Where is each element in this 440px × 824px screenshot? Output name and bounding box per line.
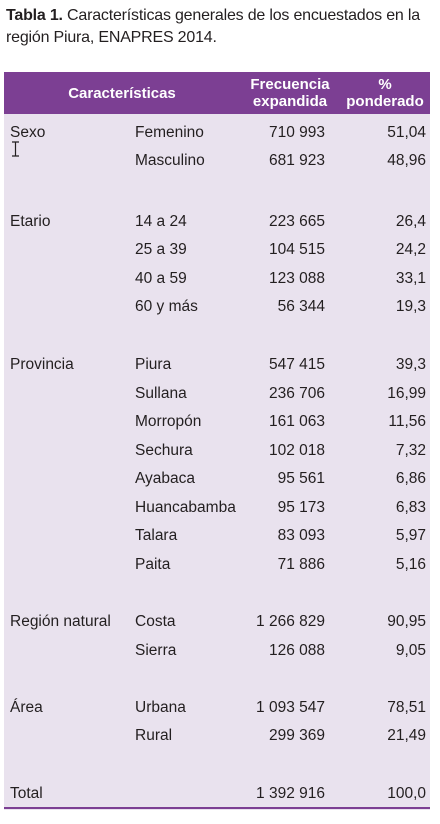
table-row: Sechura 102 018 7,32 xyxy=(4,439,430,463)
row-label: 25 a 39 xyxy=(135,241,187,258)
row-percent: 24,2 xyxy=(395,241,426,258)
row-group: Región natural xyxy=(10,613,111,630)
row-frequency: 236 706 xyxy=(268,385,325,402)
table-row: 40 a 59 123 088 33,1 xyxy=(4,267,430,291)
row-frequency: 56 344 xyxy=(277,298,325,315)
row-percent: 5,97 xyxy=(395,527,426,544)
row-group: Provincia xyxy=(10,356,74,373)
table-row: Talara 83 093 5,97 xyxy=(4,524,430,548)
table-row: Sierra 126 088 9,05 xyxy=(4,639,430,663)
row-frequency: 547 415 xyxy=(268,356,325,373)
row-frequency: 1 093 547 xyxy=(256,699,325,716)
row-label: Piura xyxy=(135,356,172,373)
row-percent: 7,32 xyxy=(395,442,426,459)
row-frequency: 681 923 xyxy=(268,152,325,169)
row-percent: 78,51 xyxy=(387,699,426,716)
row-label: Urbana xyxy=(135,699,186,716)
row-percent: 9,05 xyxy=(395,642,426,659)
table-header: Características Frecuencia expandida % p… xyxy=(4,72,430,114)
row-label: 60 y más xyxy=(135,298,198,315)
table-row: Sexo Femenino 710 993 51,04 xyxy=(4,121,430,145)
row-frequency: 223 665 xyxy=(268,213,325,230)
row-percent: 11,56 xyxy=(388,413,426,430)
row-label: Rural xyxy=(135,727,173,744)
row-percent: 5,16 xyxy=(395,556,426,573)
table-row: Huancabamba 95 173 6,83 xyxy=(4,496,430,520)
table-row: Etario 14 a 24 223 665 26,4 xyxy=(4,210,430,234)
row-percent: 21,49 xyxy=(387,727,426,744)
bottom-rule xyxy=(4,807,430,809)
row-group: Sexo xyxy=(10,124,46,141)
table-row: Área Urbana 1 093 547 78,51 xyxy=(4,696,430,720)
table-row: Rural 299 369 21,49 xyxy=(4,724,430,748)
row-percent: 100,0 xyxy=(387,785,426,802)
table-body: Sexo Femenino 710 993 51,04 Masculino 681 923… xyxy=(4,114,430,810)
row-frequency: 161 063 xyxy=(268,413,325,430)
row-group: Área xyxy=(10,699,43,716)
row-group: Total xyxy=(10,785,43,802)
table-row: Masculino 681 923 48,96 xyxy=(4,149,430,173)
row-frequency: 710 993 xyxy=(268,124,325,141)
row-frequency: 123 088 xyxy=(268,270,325,287)
row-percent: 90,95 xyxy=(387,613,426,630)
row-label: Paita xyxy=(135,556,171,573)
table-row: Ayabaca 95 561 6,86 xyxy=(4,467,430,491)
row-frequency: 95 561 xyxy=(277,470,325,487)
data-table: Características Frecuencia expandida % p… xyxy=(4,72,430,810)
row-label: 40 a 59 xyxy=(135,270,187,287)
table-row: Paita 71 886 5,16 xyxy=(4,553,430,577)
table-row: 25 a 39 104 515 24,2 xyxy=(4,238,430,262)
row-frequency: 1 392 916 xyxy=(256,785,325,802)
row-frequency: 1 266 829 xyxy=(256,613,325,630)
row-frequency: 95 173 xyxy=(277,499,325,516)
row-label: Costa xyxy=(135,613,176,630)
row-percent: 6,86 xyxy=(395,470,426,487)
row-label: 14 a 24 xyxy=(135,213,187,230)
row-label: Sierra xyxy=(135,642,177,659)
text-cursor-icon xyxy=(12,141,19,157)
row-label: Ayabaca xyxy=(135,470,196,487)
row-label: Sullana xyxy=(135,385,187,402)
table-row: Región natural Costa 1 266 829 90,95 xyxy=(4,610,430,634)
row-frequency: 83 093 xyxy=(277,527,325,544)
table-row: Provincia Piura 547 415 39,3 xyxy=(4,353,430,377)
table-row: Morropón 161 063 11,56 xyxy=(4,410,430,434)
row-percent: 16,99 xyxy=(387,385,426,402)
header-characteristics: Características xyxy=(68,84,176,102)
header-frequency: Frecuencia expandida xyxy=(250,76,330,110)
row-percent: 6,83 xyxy=(395,499,426,516)
row-label: Femenino xyxy=(135,124,204,141)
header-weighted: % ponderado xyxy=(346,76,424,110)
row-label: Morropón xyxy=(135,413,202,430)
row-frequency: 104 515 xyxy=(268,241,325,258)
table-row: Total 1 392 916 100,0 xyxy=(4,782,430,806)
row-percent: 39,3 xyxy=(395,356,426,373)
table-row: 60 y más 56 344 19,3 xyxy=(4,295,430,319)
caption-lead: Tabla 1. xyxy=(6,7,63,24)
row-percent: 19,3 xyxy=(395,298,426,315)
row-frequency: 102 018 xyxy=(268,442,325,459)
row-group: Etario xyxy=(10,213,51,230)
table-row: Sullana 236 706 16,99 xyxy=(4,382,430,406)
row-percent: 51,04 xyxy=(387,124,426,141)
row-frequency: 299 369 xyxy=(268,727,325,744)
row-percent: 48,96 xyxy=(387,152,426,169)
row-frequency: 71 886 xyxy=(277,556,325,573)
row-percent: 33,1 xyxy=(395,270,426,287)
caption-text: Características generales de los encuest… xyxy=(6,7,420,46)
row-label: Masculino xyxy=(135,152,205,169)
row-label: Talara xyxy=(135,527,178,544)
row-label: Sechura xyxy=(135,442,193,459)
row-percent: 26,4 xyxy=(395,213,426,230)
row-frequency: 126 088 xyxy=(268,642,325,659)
row-label: Huancabamba xyxy=(135,499,236,516)
table-caption: Tabla 1. Características generales de lo… xyxy=(6,5,434,49)
